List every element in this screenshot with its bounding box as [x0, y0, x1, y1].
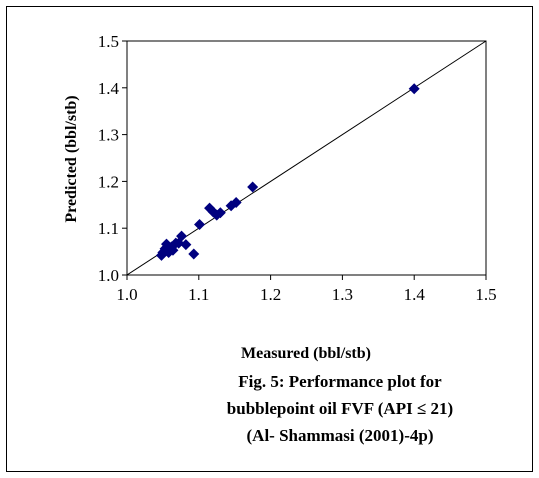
- caption-line-1: Fig. 5: Performance plot for: [238, 372, 442, 391]
- data-point: [176, 230, 188, 242]
- y-tick-label: 1.3: [98, 126, 119, 145]
- y-tick-label: 1.5: [98, 32, 119, 51]
- data-point: [194, 218, 206, 230]
- x-axis-title: Measured (bbl/stb): [241, 345, 371, 362]
- data-points: [155, 83, 420, 261]
- x-axis-tick-labels: 1.0 1.1 1.2 1.3 1.4 1.5: [116, 275, 497, 304]
- y-tick-label: 1.1: [98, 219, 119, 238]
- data-point: [408, 83, 420, 95]
- x-tick-label: 1.3: [332, 285, 353, 304]
- x-tick-label: 1.5: [475, 285, 496, 304]
- x-tick-label: 1.2: [260, 285, 281, 304]
- x-tick-label: 1.4: [404, 285, 426, 304]
- caption-line-2: bubblepoint oil FVF (API ≤ 21): [226, 399, 454, 418]
- y-axis-title: Predicted (bbl/stb): [63, 95, 80, 222]
- x-tick-label: 1.0: [116, 285, 137, 304]
- data-point: [188, 248, 200, 260]
- y-tick-label: 1.0: [98, 266, 119, 285]
- figure-caption: Fig. 5: Performance plot for bubblepoint…: [150, 368, 530, 449]
- data-point: [180, 239, 192, 251]
- x-tick-label: 1.1: [188, 285, 209, 304]
- y-axis-tick-labels: 1.0 1.1 1.2 1.3 1.4 1.5: [98, 32, 127, 285]
- caption-line-3: (Al- Shammasi (2001)-4p): [246, 426, 434, 445]
- data-point: [214, 207, 226, 219]
- y-tick-label: 1.2: [98, 172, 119, 191]
- y-tick-label: 1.4: [98, 79, 120, 98]
- figure-frame: [6, 6, 533, 472]
- data-point: [247, 181, 259, 193]
- data-point: [230, 196, 242, 208]
